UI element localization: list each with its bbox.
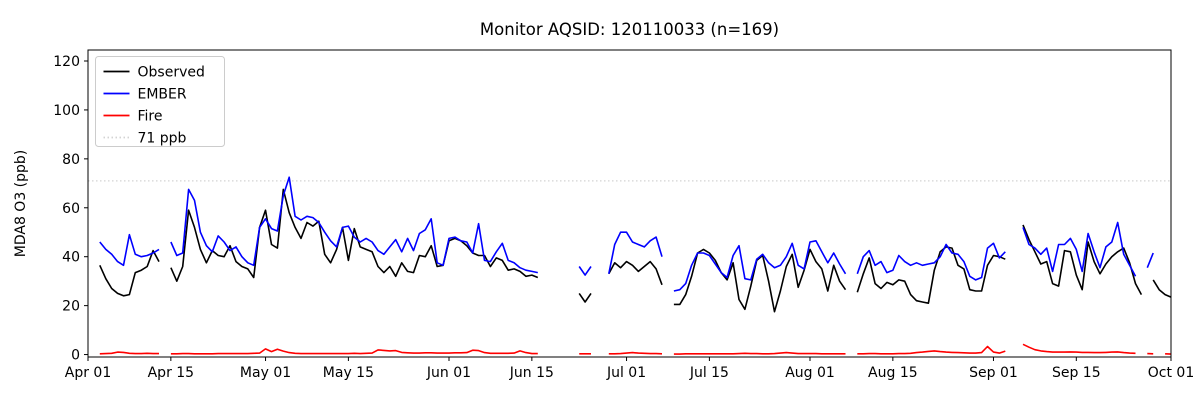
series-line-observed: [99, 188, 1172, 313]
legend-label-71-ppb: 71 ppb: [138, 131, 187, 147]
legend-box: [95, 56, 225, 147]
x-tick-label: Jun 15: [509, 365, 554, 381]
x-tick-label: May 15: [323, 365, 374, 381]
axes-spines: [87, 49, 1172, 358]
y-tick-label: 80: [62, 152, 80, 168]
series-line-fire: [99, 343, 1172, 355]
x-tick-label: Jun 01: [426, 365, 471, 381]
y-tick-label: 40: [62, 250, 80, 266]
y-tick-label: 0: [71, 348, 80, 364]
chart-title: Monitor AQSID: 120110033 (n=169): [480, 20, 779, 39]
legend-label-observed: Observed: [138, 65, 205, 81]
legend-label-fire: Fire: [138, 109, 163, 125]
x-tick-label: Sep 01: [969, 365, 1018, 381]
chart-layer: 0 20 40 60 80 100 120 Apr 01 Apr 15 May 01 May 15 J…: [53, 49, 1194, 381]
y-tick-label: 100: [53, 103, 80, 119]
y-tick-label: 20: [62, 299, 80, 315]
series-line-ember: [99, 176, 1154, 292]
x-tick-label: Sep 15: [1052, 365, 1101, 381]
x-tick-label: Aug 01: [785, 365, 835, 381]
x-tick-label: May 01: [240, 365, 291, 381]
x-tick-label: Apr 15: [148, 365, 194, 381]
y-axis-label: MDA8 O3 (ppb): [13, 150, 29, 258]
x-tick-label: Oct 01: [1148, 365, 1194, 381]
y-tick-label: 60: [62, 201, 80, 217]
x-tick-label: Jul 15: [689, 365, 729, 381]
x-tick-label: Jul 01: [606, 365, 646, 381]
legend-label-ember: EMBER: [138, 87, 187, 103]
y-tick-label: 120: [53, 54, 80, 70]
x-tick-label: Apr 01: [65, 365, 111, 381]
x-tick-label: Aug 15: [868, 365, 918, 381]
